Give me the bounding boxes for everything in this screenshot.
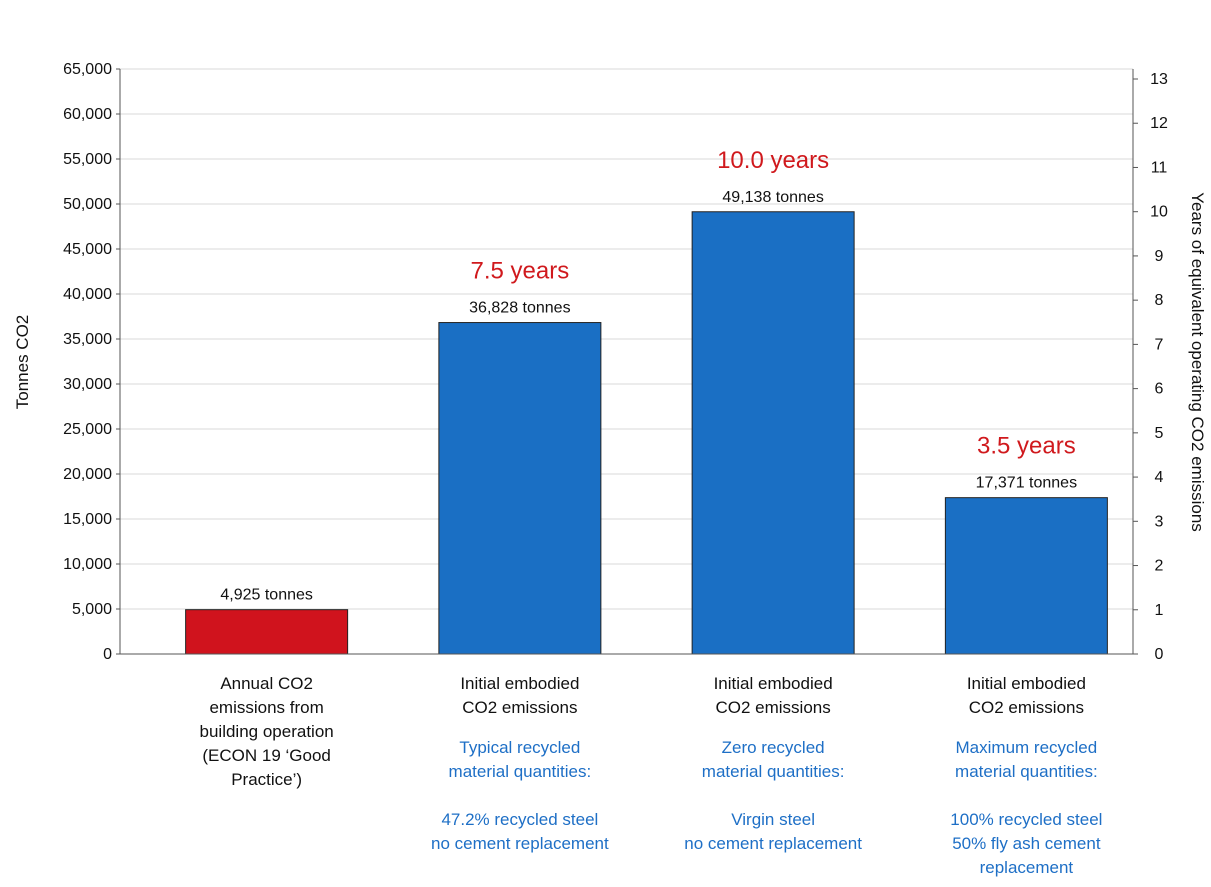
category-label-line: Initial embodied (460, 674, 579, 693)
category-note-line: 47.2% recycled steel (441, 810, 598, 829)
category-note-line: Zero recycled (722, 738, 825, 757)
category-note-line: material quantities: (449, 762, 592, 781)
y-axis-title: Tonnes CO2 (13, 315, 32, 410)
secondary-y-axis-title: Years of equivalent operating CO2 emissi… (1188, 192, 1207, 532)
category-note-line: Typical recycled (459, 738, 580, 757)
y-tick-label: 20,000 (63, 466, 112, 483)
category-note-line: no cement replacement (431, 834, 609, 853)
y-tick-label: 30,000 (63, 376, 112, 393)
category-note-line: Maximum recycled (956, 738, 1098, 757)
y-tick-label: 40,000 (63, 286, 112, 303)
y2-tick-label: 3 (1155, 513, 1164, 530)
y-tick-label: 50,000 (63, 196, 112, 213)
category-label-line: Practice’) (231, 770, 302, 789)
bar (944, 497, 1108, 655)
y2-tick-label: 7 (1155, 336, 1164, 353)
category-label-line: emissions from (209, 698, 323, 717)
bar-value-label: 36,828 tonnes (469, 300, 570, 317)
y2-tick-label: 9 (1155, 248, 1164, 265)
category-label-line: Initial embodied (967, 674, 1086, 693)
y-tick-label: 60,000 (63, 106, 112, 123)
bar-value-label: 49,138 tonnes (722, 189, 823, 206)
y-tick-label: 25,000 (63, 421, 112, 438)
y2-tick-label: 11 (1151, 159, 1168, 176)
y-tick-label: 65,000 (63, 61, 112, 78)
bar-value-label: 17,371 tonnes (976, 475, 1077, 492)
y2-tick-label: 0 (1155, 646, 1164, 663)
y-tick-label: 5,000 (72, 601, 112, 618)
category-note-line: replacement (980, 858, 1074, 877)
y-tick-label: 15,000 (63, 511, 112, 528)
category-label-line: Annual CO2 (220, 674, 313, 693)
bar (691, 211, 855, 655)
y2-tick-label: 5 (1155, 425, 1164, 442)
y2-tick-label: 13 (1150, 71, 1168, 88)
category-note-line: Virgin steel (731, 810, 815, 829)
y2-tick-label: 10 (1150, 204, 1168, 221)
category-label-line: CO2 emissions (969, 698, 1084, 717)
y-tick-label: 55,000 (63, 151, 112, 168)
bar (438, 322, 602, 655)
category-label-line: building operation (200, 722, 334, 741)
y-tick-label: 35,000 (63, 331, 112, 348)
category-label-line: (ECON 19 ‘Good (202, 746, 331, 765)
axes-layer (116, 68, 1138, 655)
y2-tick-label: 12 (1150, 115, 1168, 132)
category-note-line: material quantities: (955, 762, 1098, 781)
bar-value-label: 4,925 tonnes (220, 587, 313, 604)
category-note-line: no cement replacement (684, 834, 862, 853)
y2-tick-label: 2 (1155, 558, 1164, 575)
labels-layer: 65,00060,00055,00050,00045,00040,00035,0… (63, 61, 1168, 877)
bar (185, 609, 349, 655)
category-note-line: material quantities: (702, 762, 845, 781)
y-tick-label: 0 (103, 646, 112, 663)
y2-tick-label: 6 (1155, 381, 1164, 398)
category-label-line: CO2 emissions (462, 698, 577, 717)
category-note-line: 100% recycled steel (950, 810, 1102, 829)
bars-layer (185, 211, 1108, 655)
y2-tick-label: 1 (1155, 602, 1164, 619)
bar-years-label: 3.5 years (977, 433, 1076, 460)
category-label-line: Initial embodied (714, 674, 833, 693)
category-label-line: CO2 emissions (715, 698, 830, 717)
y-tick-label: 45,000 (63, 241, 112, 258)
category-note-line: 50% fly ash cement (952, 834, 1101, 853)
y-tick-label: 10,000 (63, 556, 112, 573)
y2-tick-label: 8 (1155, 292, 1164, 309)
y2-tick-label: 4 (1155, 469, 1164, 486)
bar-years-label: 7.5 years (471, 258, 570, 285)
bar-years-label: 10.0 years (717, 147, 829, 174)
